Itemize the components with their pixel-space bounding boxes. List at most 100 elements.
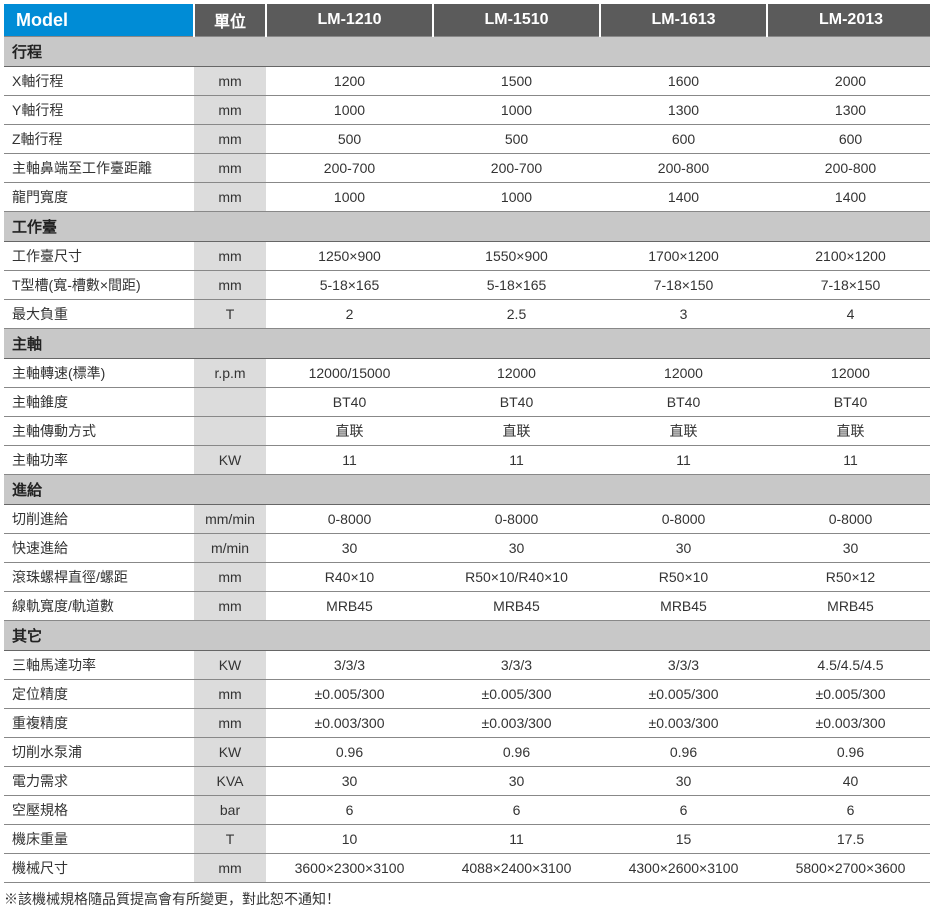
row-value: 4.5/4.5/4.5 [767, 651, 930, 680]
row-unit: T [194, 825, 266, 854]
section-header: 行程 [4, 37, 930, 67]
row-value: 6 [767, 796, 930, 825]
row-value: 3/3/3 [600, 651, 767, 680]
row-label: 空壓規格 [4, 796, 194, 825]
row-value: 0.96 [433, 738, 600, 767]
row-unit: KW [194, 738, 266, 767]
table-row: 滾珠螺桿直徑/螺距mmR40×10R50×10/R40×10R50×10R50×… [4, 563, 930, 592]
row-unit: KVA [194, 767, 266, 796]
row-label: 工作臺尺寸 [4, 242, 194, 271]
row-value: 15 [600, 825, 767, 854]
row-value: 直联 [266, 417, 433, 446]
row-label: 主軸鼻端至工作臺距離 [4, 154, 194, 183]
row-value: 4 [767, 300, 930, 329]
section-title: 其它 [4, 621, 930, 651]
header-model-2: LM-1613 [600, 4, 767, 37]
table-row: 線軌寬度/軌道數mmMRB45MRB45MRB45MRB45 [4, 592, 930, 621]
table-row: X軸行程mm1200150016002000 [4, 67, 930, 96]
row-unit: KW [194, 446, 266, 475]
table-row: 主軸鼻端至工作臺距離mm200-700200-700200-800200-800 [4, 154, 930, 183]
row-label: 機械尺寸 [4, 854, 194, 883]
row-value: 11 [433, 825, 600, 854]
row-value: 1600 [600, 67, 767, 96]
row-value: 0-8000 [433, 505, 600, 534]
row-value: 30 [767, 534, 930, 563]
section-title: 進給 [4, 475, 930, 505]
row-value: 7-18×150 [600, 271, 767, 300]
row-label: 快速進給 [4, 534, 194, 563]
row-value: 1000 [266, 183, 433, 212]
header-model: Model [4, 4, 194, 37]
row-value: 0-8000 [767, 505, 930, 534]
row-value: 5800×2700×3600 [767, 854, 930, 883]
row-unit: r.p.m [194, 359, 266, 388]
row-value: MRB45 [433, 592, 600, 621]
row-value: MRB45 [767, 592, 930, 621]
table-row: 電力需求KVA30303040 [4, 767, 930, 796]
row-value: 1000 [433, 183, 600, 212]
row-value: 6 [600, 796, 767, 825]
row-value: 0-8000 [266, 505, 433, 534]
row-unit [194, 388, 266, 417]
row-label: 主軸功率 [4, 446, 194, 475]
row-value: R50×10 [600, 563, 767, 592]
row-value: 1200 [266, 67, 433, 96]
row-value: 1700×1200 [600, 242, 767, 271]
table-row: T型槽(寬-槽數×間距)mm5-18×1655-18×1657-18×1507-… [4, 271, 930, 300]
spec-table: Model 單位 LM-1210 LM-1510 LM-1613 LM-2013… [4, 4, 930, 883]
row-label: 滾珠螺桿直徑/螺距 [4, 563, 194, 592]
section-title: 主軸 [4, 329, 930, 359]
row-value: 600 [767, 125, 930, 154]
row-value: 30 [600, 534, 767, 563]
table-row: 主軸傳動方式直联直联直联直联 [4, 417, 930, 446]
row-value: R40×10 [266, 563, 433, 592]
row-value: 1550×900 [433, 242, 600, 271]
row-value: ±0.005/300 [767, 680, 930, 709]
header-model-1: LM-1510 [433, 4, 600, 37]
row-value: 30 [266, 534, 433, 563]
row-value: 2 [266, 300, 433, 329]
row-value: 0.96 [767, 738, 930, 767]
row-unit: m/min [194, 534, 266, 563]
row-value: 5-18×165 [266, 271, 433, 300]
row-value: 4300×2600×3100 [600, 854, 767, 883]
row-value: 0-8000 [600, 505, 767, 534]
row-value: 1250×900 [266, 242, 433, 271]
section-title: 工作臺 [4, 212, 930, 242]
row-value: ±0.005/300 [600, 680, 767, 709]
row-value: 40 [767, 767, 930, 796]
row-value: 1300 [600, 96, 767, 125]
table-row: 工作臺尺寸mm1250×9001550×9001700×12002100×120… [4, 242, 930, 271]
row-label: Y軸行程 [4, 96, 194, 125]
row-label: 切削進給 [4, 505, 194, 534]
table-row: 機械尺寸mm3600×2300×31004088×2400×31004300×2… [4, 854, 930, 883]
row-label: 電力需求 [4, 767, 194, 796]
row-unit: mm [194, 242, 266, 271]
row-value: 12000 [600, 359, 767, 388]
row-value: 0.96 [600, 738, 767, 767]
row-value: 1000 [266, 96, 433, 125]
row-value: 1400 [600, 183, 767, 212]
row-value: 1300 [767, 96, 930, 125]
row-value: 3/3/3 [433, 651, 600, 680]
row-value: 200-800 [600, 154, 767, 183]
row-unit: mm [194, 125, 266, 154]
row-value: 200-700 [433, 154, 600, 183]
row-value: BT40 [266, 388, 433, 417]
row-unit: bar [194, 796, 266, 825]
row-value: R50×10/R40×10 [433, 563, 600, 592]
row-value: 30 [433, 767, 600, 796]
row-value: ±0.003/300 [767, 709, 930, 738]
header-model-0: LM-1210 [266, 4, 433, 37]
row-value: ±0.005/300 [433, 680, 600, 709]
row-value: 12000 [767, 359, 930, 388]
row-value: BT40 [767, 388, 930, 417]
row-value: 直联 [767, 417, 930, 446]
row-value: 500 [433, 125, 600, 154]
row-unit: mm [194, 592, 266, 621]
header-unit: 單位 [194, 4, 266, 37]
table-row: 切削水泵浦KW0.960.960.960.96 [4, 738, 930, 767]
table-row: Y軸行程mm1000100013001300 [4, 96, 930, 125]
row-label: T型槽(寬-槽數×間距) [4, 271, 194, 300]
row-value: ±0.003/300 [266, 709, 433, 738]
